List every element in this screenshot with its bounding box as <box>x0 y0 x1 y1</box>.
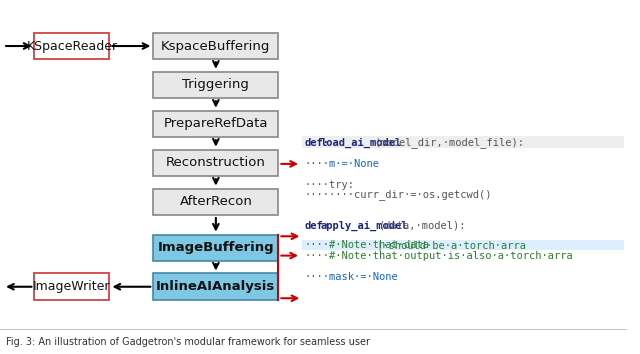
Text: Triggering: Triggering <box>182 79 250 91</box>
FancyBboxPatch shape <box>302 136 625 148</box>
Text: KspaceBuffering: KspaceBuffering <box>161 40 271 52</box>
Text: ····#·Note·that·output·is·also·a·torch·arra: ····#·Note·that·output·is·also·a·torch·a… <box>305 251 573 261</box>
Text: Fig. 3: An illustration of Gadgetron's modular framework for seamless user: Fig. 3: An illustration of Gadgetron's m… <box>6 337 371 347</box>
Text: def·: def· <box>305 221 330 231</box>
Text: ····#·Note·that·data: ····#·Note·that·data <box>305 240 429 250</box>
Text: ImageWriter: ImageWriter <box>33 280 111 293</box>
Text: ····try:: ····try: <box>305 180 355 190</box>
Text: def·: def· <box>305 138 330 148</box>
Text: (data,·model):: (data,·model): <box>378 221 466 231</box>
Text: apply_ai_model: apply_ai_model <box>321 221 408 231</box>
Text: Reconstruction: Reconstruction <box>166 156 266 169</box>
FancyBboxPatch shape <box>154 33 278 59</box>
FancyBboxPatch shape <box>154 149 278 176</box>
FancyBboxPatch shape <box>154 273 278 300</box>
Text: ····mask·=·None: ····mask·=·None <box>305 272 399 282</box>
FancyBboxPatch shape <box>35 273 109 300</box>
Text: PrepareRefData: PrepareRefData <box>164 118 268 130</box>
Text: InlineAIAnalysis: InlineAIAnalysis <box>156 280 275 293</box>
FancyBboxPatch shape <box>154 110 278 137</box>
Text: ····m·=·None: ····m·=·None <box>305 159 380 169</box>
FancyBboxPatch shape <box>154 234 278 261</box>
Text: ImageBuffering: ImageBuffering <box>157 241 274 254</box>
FancyBboxPatch shape <box>35 33 109 59</box>
FancyBboxPatch shape <box>154 72 278 98</box>
Text: load_ai_model: load_ai_model <box>321 138 402 148</box>
Text: ········curr_dir·=·os.getcwd(): ········curr_dir·=·os.getcwd() <box>305 189 492 200</box>
Text: |·should·be·a·torch·arra: |·should·be·a·torch·arra <box>376 240 526 251</box>
Text: AfterRecon: AfterRecon <box>179 195 252 208</box>
Text: KSpaceReader: KSpaceReader <box>26 40 118 52</box>
FancyBboxPatch shape <box>302 240 625 250</box>
FancyBboxPatch shape <box>154 188 278 215</box>
Text: (model_dir,·model_file):: (model_dir,·model_file): <box>375 137 525 148</box>
